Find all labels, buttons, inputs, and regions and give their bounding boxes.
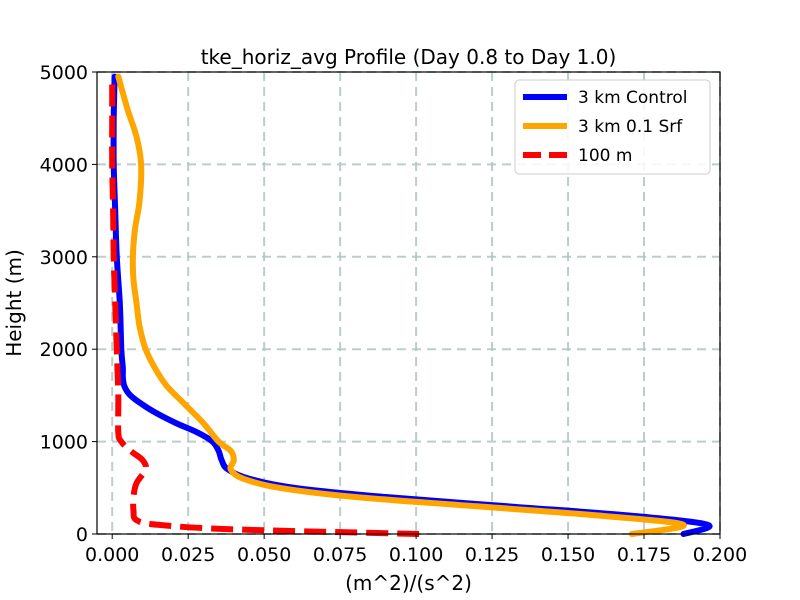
y-tick-label: 5000 bbox=[40, 62, 88, 84]
x-tick-label: 0.075 bbox=[313, 544, 367, 566]
legend-label: 3 km Control bbox=[578, 88, 687, 108]
legend-label: 100 m bbox=[578, 146, 632, 166]
series-layer bbox=[109, 73, 713, 537]
axes-frame bbox=[96, 71, 721, 535]
y-axis-title: Height (m) bbox=[2, 249, 26, 357]
tick-layer: 0.000 0.025 0.050 0.075 0.100 0.125 0.150 0.175… bbox=[40, 62, 748, 566]
x-tick-label: 0.200 bbox=[693, 544, 747, 566]
x-tick-label: 0.150 bbox=[541, 544, 595, 566]
y-tick-label: 0 bbox=[76, 524, 88, 546]
y-tick-label: 1000 bbox=[40, 432, 88, 454]
legend: 3 km Control 3 km 0.1 Srf 100 m bbox=[514, 79, 711, 175]
legend-label: 3 km 0.1 Srf bbox=[578, 117, 683, 137]
x-tick-label: 0.000 bbox=[85, 544, 139, 566]
x-tick-label: 0.050 bbox=[237, 544, 291, 566]
x-tick-label: 0.175 bbox=[617, 544, 671, 566]
series-line-3-km-0-1-srf bbox=[115, 73, 687, 537]
x-tick-label: 0.125 bbox=[465, 544, 519, 566]
legend-box bbox=[514, 79, 711, 175]
y-tick-label: 4000 bbox=[40, 154, 88, 176]
y-tick-label: 3000 bbox=[40, 247, 88, 269]
x-tick-label: 0.025 bbox=[161, 544, 215, 566]
x-axis-title: (m^2)/(s^2) bbox=[345, 571, 472, 595]
series-line-100-m bbox=[109, 76, 420, 537]
y-tick-label: 2000 bbox=[40, 339, 88, 361]
x-tick-label: 0.100 bbox=[389, 544, 443, 566]
chart-title: tke_horiz_avg Profile (Day 0.8 to Day 1.… bbox=[201, 45, 617, 69]
